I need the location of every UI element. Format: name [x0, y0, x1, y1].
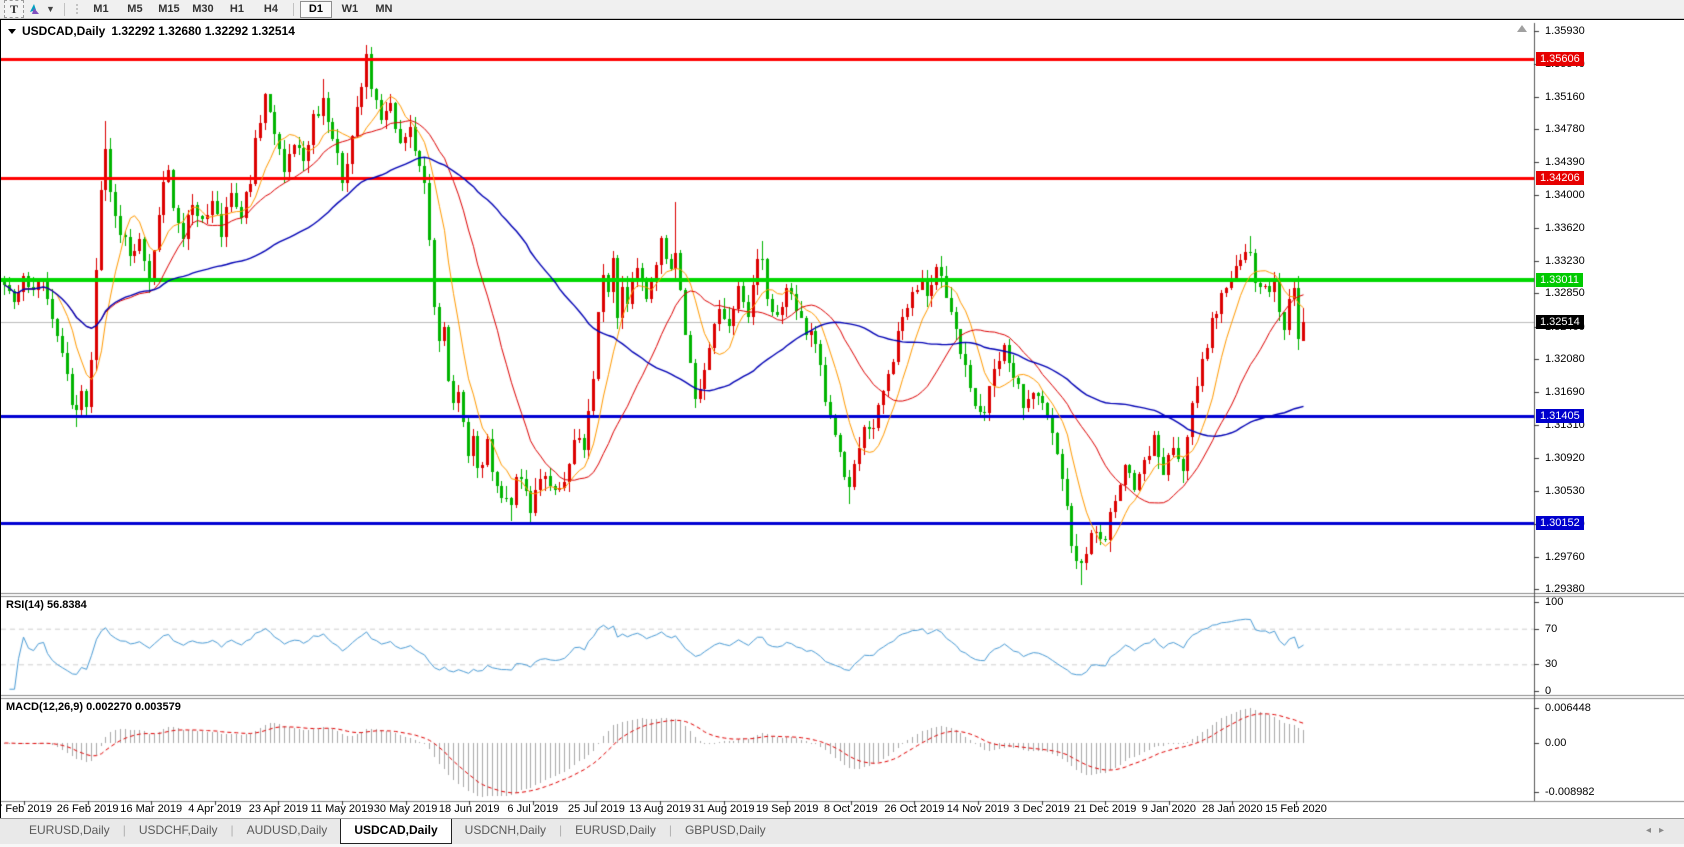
- chart-tab-gbpusd-6[interactable]: GBPUSD,Daily: [684, 823, 766, 837]
- chart-tab-usdchf-1[interactable]: USDCHF,Daily: [138, 823, 218, 837]
- chart-tab-eurusd-5[interactable]: EURUSD,Daily: [575, 823, 656, 837]
- date-axis-label: 3 Dec 2019: [1013, 803, 1070, 815]
- timeframe-button-mn[interactable]: MN: [375, 2, 393, 15]
- macd-axis-tick: 0.006448: [1545, 702, 1591, 714]
- price-level-tag: 1.31405: [1536, 409, 1584, 424]
- price-axis-tick: 1.30920: [1545, 451, 1585, 464]
- indicator-arrows-button[interactable]: [27, 1, 42, 17]
- date-axis-label: 23 Apr 2019: [248, 803, 309, 815]
- price-level-tag: 1.35606: [1536, 51, 1584, 66]
- tab-scroll-left-icon[interactable]: ◂: [1645, 825, 1659, 836]
- rsi-indicator-label: RSI(14) 56.8384: [6, 599, 87, 611]
- date-axis-label: 21 Dec 2019: [1073, 803, 1137, 815]
- text-tool-button[interactable]: T: [4, 0, 24, 18]
- date-axis-label: 30 May 2019: [373, 803, 438, 815]
- rsi-axis-tick: 30: [1545, 658, 1558, 671]
- price-axis-tick: 1.30530: [1545, 485, 1585, 498]
- price-axis-tick: 1.32080: [1545, 352, 1585, 365]
- price-axis-tick: 1.35930: [1545, 25, 1585, 37]
- chart-tab-usdcnh-4[interactable]: USDCNH,Daily: [464, 823, 547, 837]
- chart-symbol-label: USDCAD,Daily: [22, 24, 106, 38]
- tab-separator: |: [668, 823, 672, 837]
- date-axis-label: 25 Jul 2019: [567, 803, 625, 815]
- rsi-axis-tick: 70: [1545, 622, 1558, 635]
- price-axis-tick: 1.35160: [1545, 90, 1585, 103]
- date-axis-label: 16 Mar 2019: [120, 803, 183, 815]
- timeframe-button-m5[interactable]: M5: [127, 2, 143, 15]
- price-level-tag: 1.33011: [1536, 272, 1583, 287]
- chart-window: USDCAD,Daily 1.32292 1.32680 1.32292 1.3…: [0, 19, 1684, 819]
- timeframe-button-h1[interactable]: H1: [229, 2, 244, 15]
- tab-separator: |: [230, 823, 234, 837]
- chart-tabs: EURUSD,Daily | USDCHF,Daily | AUDUSD,Daily US…: [16, 819, 779, 844]
- timeframe-button-m30[interactable]: M30: [192, 2, 214, 15]
- price-axis-tick: 1.34390: [1545, 156, 1585, 169]
- toolbar-separator: [63, 2, 65, 16]
- price-axis-tick: 1.29380: [1545, 582, 1585, 595]
- timeframe-button-d1[interactable]: D1: [299, 0, 332, 18]
- price-axis-tick: 1.33230: [1545, 255, 1585, 268]
- price-level-tag: 1.34206: [1536, 170, 1584, 185]
- date-axis-label: 19 Sep 2019: [755, 803, 819, 815]
- date-axis-label: 13 Aug 2019: [629, 803, 691, 815]
- date-axis-label: 26 Feb 2019: [56, 803, 119, 815]
- tab-separator: |: [559, 823, 563, 837]
- toolbar: T ▼ M1 M5 M15 M30 H1 H4 D1 W1 MN: [0, 0, 1684, 19]
- timeframe-button-h4[interactable]: H4: [263, 2, 278, 15]
- timeframe-button-w1[interactable]: W1: [341, 2, 359, 15]
- date-axis-label: 8 Oct 2019: [823, 803, 878, 815]
- toolbar-grip[interactable]: [75, 4, 78, 14]
- date-axis-label: 26 Oct 2019: [884, 803, 945, 815]
- timeframe-button-m1[interactable]: M1: [93, 2, 109, 15]
- date-axis-label: 7 Feb 2019: [0, 803, 52, 815]
- rsi-axis-tick: 0: [1545, 685, 1552, 697]
- price-axis-tick: 1.29760: [1545, 550, 1585, 563]
- macd-axis-tick: -0.008982: [1545, 785, 1595, 798]
- rsi-axis-tick: 100: [1545, 596, 1564, 608]
- dropdown-caret-icon[interactable]: ▼: [46, 4, 55, 14]
- price-level-tag: 1.32514: [1536, 315, 1584, 329]
- chart-scroll-marker-icon[interactable]: [1517, 25, 1527, 32]
- date-axis-label: 11 May 2019: [310, 803, 374, 815]
- date-axis-label: 28 Jan 2020: [1202, 803, 1263, 815]
- chart-header: USDCAD,Daily 1.32292 1.32680 1.32292 1.3…: [8, 24, 295, 38]
- price-chart-canvas[interactable]: [1, 20, 1684, 819]
- timeframe-button-group: M1 M5 M15 M30 H1 H4 D1 W1 MN: [84, 0, 401, 18]
- date-axis-label: 14 Nov 2019: [946, 803, 1010, 815]
- date-axis-label: 9 Jan 2020: [1141, 803, 1197, 815]
- chart-tab-bar: EURUSD,Daily | USDCHF,Daily | AUDUSD,Daily US…: [0, 818, 1684, 847]
- price-axis-tick: 1.32850: [1545, 287, 1585, 300]
- tab-separator: |: [122, 823, 126, 837]
- price-axis-tick: 1.34780: [1545, 122, 1585, 135]
- chart-tab-eurusd-0[interactable]: EURUSD,Daily: [29, 823, 110, 837]
- timeframe-button-m15[interactable]: M15: [158, 2, 180, 15]
- price-level-tag: 1.30152: [1536, 516, 1584, 531]
- chart-tab-audusd-2[interactable]: AUDUSD,Daily: [246, 823, 328, 837]
- date-axis-label: 6 Jul 2019: [507, 803, 559, 815]
- tab-scroll-arrows[interactable]: ◂▸: [1646, 825, 1672, 836]
- date-axis-label: 4 Apr 2019: [188, 803, 242, 815]
- chart-tab-usdcad-3[interactable]: USDCAD,Daily: [340, 819, 452, 844]
- tab-scroll-right-icon[interactable]: ▸: [1658, 825, 1672, 836]
- indicator-arrows-icon: [30, 3, 39, 14]
- macd-axis-tick: 0.00: [1545, 737, 1567, 749]
- date-axis-label: 31 Aug 2019: [692, 803, 755, 815]
- chart-ohlc-values: 1.32292 1.32680 1.32292 1.32514: [111, 24, 295, 38]
- price-axis-tick: 1.34000: [1545, 189, 1585, 202]
- symbol-dropdown-icon[interactable]: [8, 28, 16, 34]
- date-axis-label: 15 Feb 2020: [1265, 803, 1327, 815]
- price-axis-tick: 1.33620: [1545, 221, 1585, 234]
- price-axis-tick: 1.31690: [1545, 386, 1585, 399]
- macd-indicator-label: MACD(12,26,9) 0.002270 0.003579: [6, 701, 181, 713]
- date-axis-label: 18 Jun 2019: [438, 803, 500, 815]
